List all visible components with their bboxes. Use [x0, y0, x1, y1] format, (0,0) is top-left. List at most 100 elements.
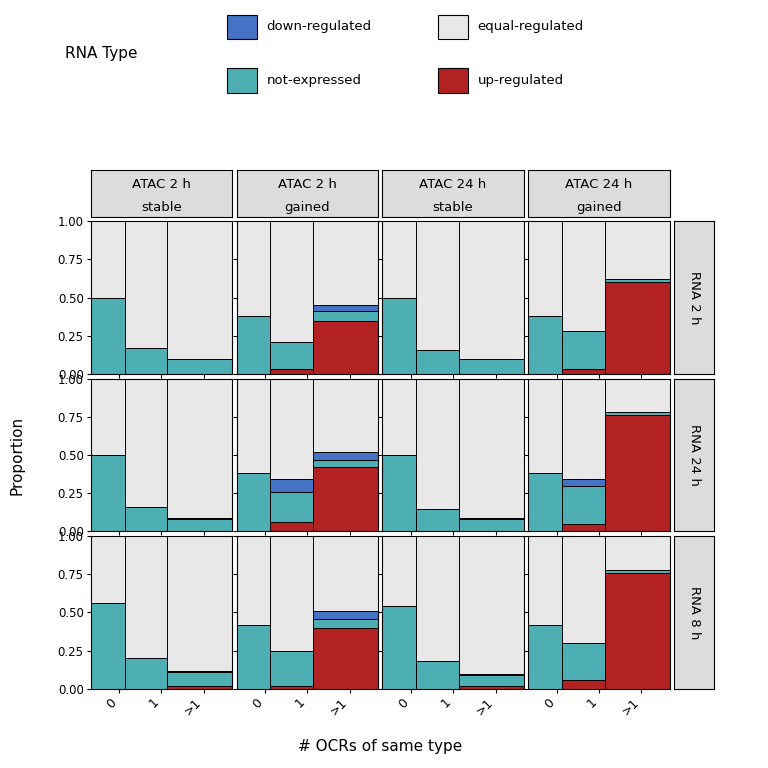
Bar	[562, 221, 636, 331]
Bar	[458, 379, 532, 518]
Bar	[562, 485, 636, 524]
Bar	[82, 536, 156, 604]
Bar	[604, 415, 678, 531]
Bar	[604, 283, 678, 374]
Bar	[604, 280, 678, 283]
Text: stable: stable	[141, 201, 182, 214]
Bar	[416, 661, 490, 689]
Bar	[313, 618, 386, 627]
Bar	[167, 672, 240, 686]
Bar	[313, 611, 386, 618]
Bar	[520, 316, 594, 374]
Bar	[604, 379, 678, 412]
Bar	[228, 536, 302, 624]
Text: down-regulated: down-regulated	[266, 21, 372, 33]
Bar	[270, 686, 344, 689]
Bar	[458, 536, 532, 674]
Bar	[458, 359, 532, 374]
Text: RNA 2 h: RNA 2 h	[688, 271, 700, 324]
Bar	[167, 670, 240, 672]
Bar	[167, 359, 240, 374]
Bar	[604, 412, 678, 415]
Bar	[562, 379, 636, 479]
Text: ATAC 24 h: ATAC 24 h	[419, 178, 487, 190]
Text: RNA Type: RNA Type	[65, 46, 137, 61]
Bar	[562, 479, 636, 485]
Bar	[82, 379, 156, 455]
Bar	[228, 473, 302, 531]
Bar	[416, 349, 490, 374]
Bar	[228, 624, 302, 689]
Bar	[167, 536, 240, 670]
Bar	[604, 570, 678, 573]
Bar	[313, 379, 386, 452]
Text: ATAC 2 h: ATAC 2 h	[278, 178, 336, 190]
Bar	[374, 297, 448, 374]
Bar	[270, 379, 344, 479]
Bar	[167, 221, 240, 359]
Bar	[270, 650, 344, 686]
Text: RNA 8 h: RNA 8 h	[688, 586, 700, 639]
Bar	[562, 524, 636, 531]
Bar	[562, 331, 636, 369]
Text: gained: gained	[576, 201, 622, 214]
Bar	[270, 342, 344, 369]
Bar	[167, 379, 240, 518]
Bar	[124, 507, 198, 531]
Bar	[313, 305, 386, 311]
Bar	[520, 624, 594, 689]
Bar	[228, 379, 302, 473]
Text: up-regulated: up-regulated	[478, 74, 564, 87]
Bar	[270, 536, 344, 650]
Bar	[604, 573, 678, 689]
Bar	[167, 518, 240, 519]
Text: gained: gained	[284, 201, 330, 214]
Bar	[124, 379, 198, 507]
Text: equal-regulated: equal-regulated	[478, 21, 584, 33]
Bar	[270, 492, 344, 522]
Bar	[458, 221, 532, 359]
Bar	[124, 658, 198, 689]
Bar	[82, 455, 156, 531]
Bar	[167, 519, 240, 531]
Bar	[520, 379, 594, 473]
Text: not-expressed: not-expressed	[266, 74, 362, 87]
Text: ATAC 2 h: ATAC 2 h	[132, 178, 190, 190]
Bar	[313, 320, 386, 374]
Text: RNA 24 h: RNA 24 h	[688, 424, 700, 486]
Bar	[270, 522, 344, 531]
Bar	[270, 479, 344, 492]
Bar	[520, 473, 594, 531]
Bar	[416, 536, 490, 661]
Bar	[124, 536, 198, 658]
Bar	[562, 536, 636, 643]
Bar	[520, 221, 594, 316]
Bar	[562, 680, 636, 689]
Bar	[374, 455, 448, 531]
Bar	[124, 348, 198, 374]
Bar	[374, 221, 448, 297]
Text: ATAC 24 h: ATAC 24 h	[565, 178, 633, 190]
Bar	[458, 519, 532, 531]
Bar	[82, 604, 156, 689]
Bar	[374, 607, 448, 689]
Bar	[270, 369, 344, 374]
Text: stable: stable	[432, 201, 474, 214]
Bar	[458, 675, 532, 686]
Bar	[458, 686, 532, 689]
Bar	[228, 221, 302, 316]
Bar	[313, 459, 386, 467]
Bar	[313, 452, 386, 459]
Bar	[82, 221, 156, 297]
Bar	[228, 316, 302, 374]
Bar	[124, 221, 198, 348]
Bar	[416, 508, 490, 531]
Bar	[374, 536, 448, 607]
Bar	[458, 674, 532, 675]
Bar	[270, 221, 344, 342]
Text: # OCRs of same type: # OCRs of same type	[298, 739, 462, 754]
Bar	[313, 311, 386, 320]
Bar	[167, 686, 240, 689]
Bar	[562, 369, 636, 374]
Bar	[458, 518, 532, 519]
